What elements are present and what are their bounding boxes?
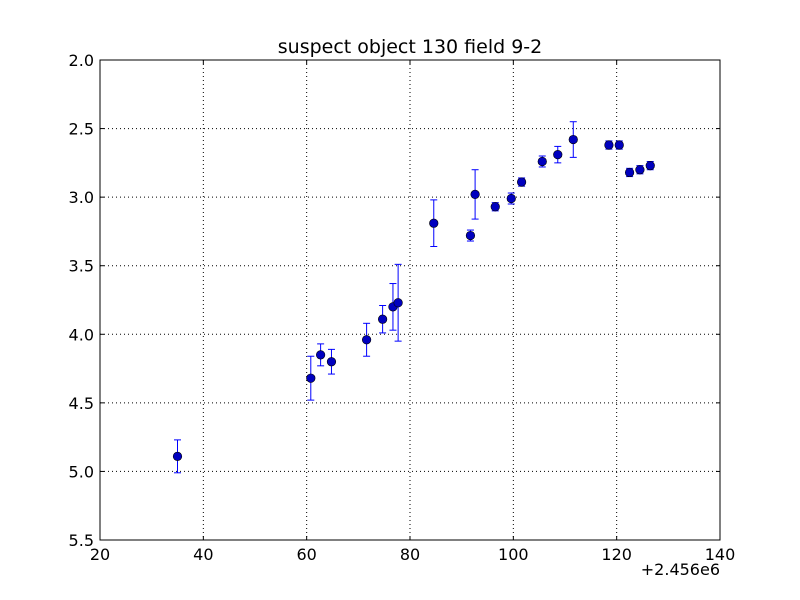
y-tick-label: 5.5 xyxy=(69,531,94,550)
x-tick-label: 120 xyxy=(601,545,632,564)
data-point xyxy=(537,156,547,167)
y-tick-label: 4.5 xyxy=(69,394,94,413)
x-tick-label-layer: 20 40 60 80 100 120 140 xyxy=(90,545,735,564)
data-point xyxy=(506,193,516,204)
y-tick-label: 5.0 xyxy=(69,462,94,481)
y-tick-label: 2.5 xyxy=(69,120,94,139)
data-point xyxy=(172,451,183,461)
x-tick-label: 60 xyxy=(296,545,316,564)
y-tick-label: 3.0 xyxy=(69,188,94,207)
data-point xyxy=(470,189,480,199)
x-tick-label: 100 xyxy=(498,545,529,564)
data-point xyxy=(624,167,635,178)
data-point xyxy=(614,140,624,150)
data-point xyxy=(604,140,614,150)
data-point xyxy=(553,150,563,160)
x-tick-label: 20 xyxy=(90,545,110,564)
chart-title: suspect object 130 field 9-2 xyxy=(278,36,543,58)
data-point xyxy=(393,298,403,308)
y-tick-label: 4.0 xyxy=(69,325,94,344)
grid-layer xyxy=(100,60,720,540)
y-tick-label: 2.0 xyxy=(69,51,94,70)
data-point xyxy=(429,218,439,228)
x-tick-label: 140 xyxy=(705,545,736,564)
data-point xyxy=(362,335,372,345)
data-point xyxy=(490,202,500,212)
data-point xyxy=(516,177,527,187)
data-point xyxy=(306,373,316,383)
data-point xyxy=(635,165,645,175)
data-point xyxy=(316,350,326,360)
x-tick-label: 80 xyxy=(400,545,420,564)
x-axis-offset-label: +2.456e6 xyxy=(641,560,720,579)
point-layer xyxy=(172,134,655,461)
x-tick-label: 40 xyxy=(193,545,213,564)
y-tick-label-layer: 2.0 2.5 3.0 3.5 4.0 4.5 5.0 5.5 xyxy=(69,51,94,550)
y-tick-label: 3.5 xyxy=(69,257,94,276)
data-point xyxy=(645,161,655,171)
data-point xyxy=(568,134,578,145)
data-point xyxy=(378,314,388,324)
data-point xyxy=(465,230,476,241)
data-point xyxy=(326,357,337,367)
tick-layer xyxy=(99,59,721,541)
